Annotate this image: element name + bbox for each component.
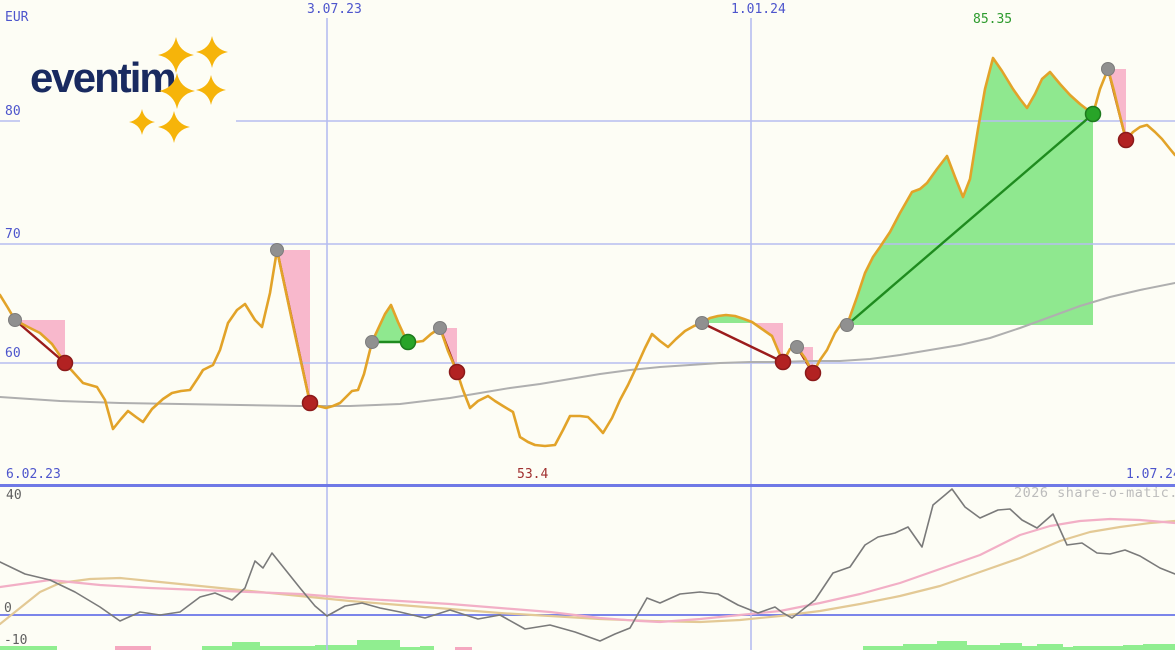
entry-marker [8, 313, 22, 327]
trade-line-loss [14, 319, 66, 364]
volume-bar-green [1123, 645, 1143, 650]
main-chart-svg [0, 18, 1175, 486]
volume-bar-green [1037, 644, 1063, 650]
x-axis-range-end: 1.07.24 [1126, 467, 1175, 482]
star-icon [196, 75, 226, 105]
volume-bar-green [1022, 646, 1037, 650]
lower-indicator-svg [0, 486, 1175, 650]
entry-marker [270, 243, 284, 257]
trade-fill-green [847, 58, 1093, 325]
exit-marker-loss [448, 363, 466, 381]
x-axis-range-start: 6.02.23 [6, 467, 61, 482]
lower-axis-tick-40: 40 [6, 488, 22, 503]
trade-line-loss [701, 321, 784, 364]
volume-bar-green [967, 645, 1000, 650]
trade-fill-pink [1108, 69, 1126, 140]
volume-bar-pink [115, 646, 151, 650]
entry-marker [1101, 62, 1115, 76]
period-high-label: 85.35 [973, 12, 1013, 27]
trade-fill-green [372, 305, 408, 342]
exit-marker-loss [804, 364, 822, 382]
volume-bar-green [315, 645, 357, 650]
logo-stars-icon [129, 36, 228, 143]
volume-bar-green [1000, 643, 1022, 650]
volume-bar-green [357, 640, 400, 650]
star-icon [129, 109, 155, 135]
trade-fill-pink [797, 347, 813, 373]
volume-bar-green [202, 646, 232, 650]
volume-bar-green [260, 646, 315, 650]
entry-marker [840, 318, 854, 332]
panel-divider [0, 484, 1175, 487]
indicator_tan-line [0, 519, 1175, 626]
star-icon [158, 111, 190, 143]
entry-marker [695, 316, 709, 330]
entry-marker [790, 340, 804, 354]
exit-marker-win [399, 333, 417, 351]
lower-axis-tick-minus10: -10 [4, 633, 28, 648]
x-axis-tick-top-2: 1.01.24 [731, 2, 786, 17]
volume-bar-green [1063, 647, 1073, 650]
volume-bar-green [400, 647, 422, 650]
trade-fill-pink [753, 323, 783, 362]
exit-marker-loss [301, 394, 319, 412]
y-axis-tick-80: 80 [5, 104, 21, 119]
entry-marker [365, 335, 379, 349]
currency-label: EUR [5, 10, 29, 25]
y-axis-tick-70: 70 [5, 227, 21, 242]
entry-marker [433, 321, 447, 335]
volume-bar-green [232, 642, 260, 650]
trade-fill-pink [15, 320, 65, 363]
star-icon [158, 37, 194, 73]
watermark: 2026 share-o-matic.com [1014, 485, 1175, 501]
indicator_gray-line [0, 488, 1175, 642]
volume-bar-green [0, 646, 57, 650]
y-axis-tick-60: 60 [5, 346, 21, 361]
volume-bar-green [420, 646, 434, 650]
eventim-logo: eventim [20, 26, 236, 146]
star-icon [196, 36, 228, 68]
exit-marker-loss [56, 354, 74, 372]
indicator_pink-line [0, 517, 1175, 624]
star-icon [159, 73, 195, 109]
exit-marker-loss [1117, 131, 1135, 149]
x-axis-tick-top-1: 3.07.23 [307, 2, 362, 17]
volume-bar-green [903, 644, 937, 650]
exit-marker-win [1084, 105, 1102, 123]
volume-bar-pink [455, 647, 472, 650]
volume-bar-green [1073, 646, 1123, 650]
volume-bar-green [1143, 644, 1175, 650]
volume-bar-green [937, 641, 967, 650]
trade-line-win [846, 113, 1094, 326]
price-line [0, 56, 1175, 448]
logo-text: eventim [30, 54, 177, 101]
exit-marker-loss [774, 353, 792, 371]
volume-bar-green [863, 646, 903, 650]
period-low-label: 53.4 [517, 467, 549, 482]
lower-axis-tick-0: 0 [4, 601, 12, 616]
